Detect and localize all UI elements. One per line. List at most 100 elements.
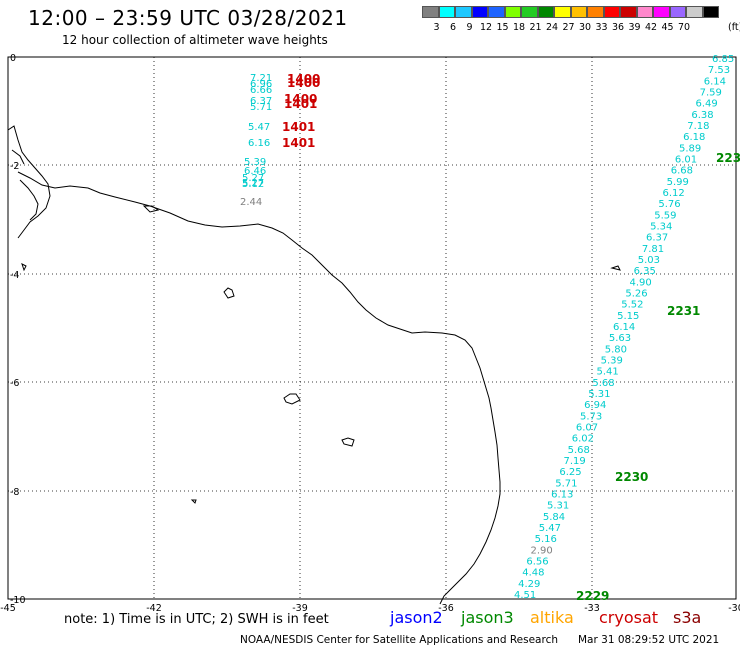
color-scale-tick: 36 — [611, 22, 625, 33]
x-tick-label: -33 — [584, 603, 600, 614]
color-swatch — [686, 6, 703, 18]
wave-height-label: 4.48 — [522, 568, 544, 579]
color-scale-tick: 70 — [677, 22, 691, 33]
y-tick-label: -4 — [10, 270, 19, 281]
y-tick-label: -6 — [10, 378, 19, 389]
color-scale-bar — [422, 6, 719, 18]
wave-height-label: 7.21 — [250, 73, 272, 84]
y-tick-label: -2 — [10, 161, 19, 172]
wave-height-label: 6.14 — [613, 322, 635, 333]
wave-height-label: 6.13 — [551, 490, 573, 501]
wave-height-label: 6.38 — [691, 110, 713, 121]
page-title: 12:00 – 23:59 UTC 03/28/2021 — [28, 6, 348, 30]
satellite-tracks: 7.216.966.666.375.715.476.165.396.465.27… — [240, 54, 740, 603]
x-tick-label: -36 — [438, 603, 454, 614]
wave-height-label: 5.31 — [547, 501, 569, 512]
time-label: 1401 — [284, 97, 317, 111]
wave-height-label: 5.39 — [601, 356, 623, 367]
x-tick-label: -45 — [0, 603, 16, 614]
wave-height-label: 5.99 — [667, 177, 689, 188]
wave-height-label: 6.02 — [572, 434, 594, 445]
color-swatch — [438, 6, 455, 18]
northwest-coastline — [7, 125, 51, 239]
wave-height-label: 4.51 — [514, 590, 536, 601]
generated-timestamp: Mar 31 08:29:52 UTC 2021 — [578, 634, 720, 646]
legend-item-jason3: jason3 — [461, 608, 514, 627]
time-label: 2231 — [667, 304, 700, 318]
color-swatch — [471, 6, 488, 18]
mainland-coastline — [17, 171, 501, 605]
time-label: 2230 — [615, 470, 648, 484]
wave-height-label: 5.80 — [605, 344, 627, 355]
wave-height-label: 5.52 — [621, 300, 643, 311]
color-swatch — [422, 6, 439, 18]
wave-height-label: 5.16 — [535, 534, 557, 545]
island-3 — [341, 437, 355, 447]
wave-height-label: 5.31 — [588, 389, 610, 400]
wave-height-label: 6.37 — [646, 233, 668, 244]
time-label: 1401 — [282, 136, 315, 150]
wave-height-label: 6.37 — [250, 96, 272, 107]
wave-height-label: 5.76 — [658, 199, 680, 210]
legend-item-jason2: jason2 — [390, 608, 443, 627]
wave-height-label: 6.18 — [683, 132, 705, 143]
wave-height-label: 6.66 — [250, 85, 272, 96]
legend-item-cryosat: cryosat — [599, 608, 659, 627]
wave-height-label: 5.47 — [248, 122, 270, 133]
color-swatch — [570, 6, 587, 18]
wave-height-label: 5.47 — [539, 523, 561, 534]
wave-height-label: 5.63 — [609, 333, 631, 344]
map-grid — [7, 56, 737, 600]
island-4 — [21, 263, 27, 272]
wave-height-label: 5.68 — [592, 378, 614, 389]
wave-height-label: 5.71 — [555, 478, 577, 489]
wave-height-label: 6.46 — [244, 166, 266, 177]
time-label: 1400 — [284, 92, 317, 106]
wave-height-label: 7.59 — [700, 88, 722, 99]
island-2 — [283, 393, 301, 405]
color-swatch — [620, 6, 637, 18]
island-1 — [223, 287, 235, 299]
legend-item-altika: altika — [530, 608, 574, 627]
color-swatch — [587, 6, 604, 18]
wave-height-label: 6.68 — [671, 166, 693, 177]
color-swatch — [504, 6, 521, 18]
color-swatch — [669, 6, 686, 18]
color-scale-unit: (ft) — [728, 22, 740, 33]
y-tick-label: 0 — [10, 53, 16, 64]
wave-height-label: 5.34 — [650, 222, 672, 233]
wave-height-label: 5.27 — [242, 173, 264, 184]
time-label: 1401 — [282, 120, 315, 134]
color-scale-tick: 39 — [628, 22, 641, 33]
wave-height-label: 6.35 — [634, 266, 656, 277]
wave-height-label: 5.26 — [625, 289, 647, 300]
wave-height-label: 5.15 — [617, 311, 639, 322]
color-scale-tick: 30 — [578, 22, 592, 33]
wave-height-label: 4.90 — [630, 277, 652, 288]
wave-height-label: 6.94 — [584, 400, 606, 411]
wave-height-label: 6.07 — [576, 423, 598, 434]
color-scale-tick: 9 — [466, 22, 473, 33]
wave-height-label: 5.73 — [580, 411, 602, 422]
coastline — [7, 125, 621, 605]
color-scale-tick: 12 — [479, 22, 493, 33]
color-swatch — [554, 6, 571, 18]
footer-note: note: 1) Time is in UTC; 2) SWH is in fe… — [64, 612, 329, 627]
island-6 — [190, 499, 197, 504]
wave-height-label: 6.25 — [559, 467, 581, 478]
wave-height-label: 2.44 — [240, 197, 262, 208]
wave-height-label: 6.85 — [712, 54, 734, 65]
axis-labels: -45 -42 -39 -36 -33 -30 0 -2 -4 -6 -8 -10 — [0, 53, 740, 614]
color-scale-tick: 21 — [529, 22, 542, 33]
wave-height-label: 6.01 — [675, 155, 697, 166]
wave-height-label: 5.89 — [679, 143, 701, 154]
y-tick-label: -10 — [10, 595, 26, 606]
wave-height-label: 5.84 — [543, 512, 565, 523]
wave-height-label: 7.53 — [708, 65, 730, 76]
wave-height-label: 6.49 — [696, 99, 718, 110]
color-scale-tick: 27 — [562, 22, 575, 33]
color-swatch — [537, 6, 554, 18]
wave-height-label: 6.56 — [526, 557, 548, 568]
color-scale-tick: 45 — [661, 22, 674, 33]
